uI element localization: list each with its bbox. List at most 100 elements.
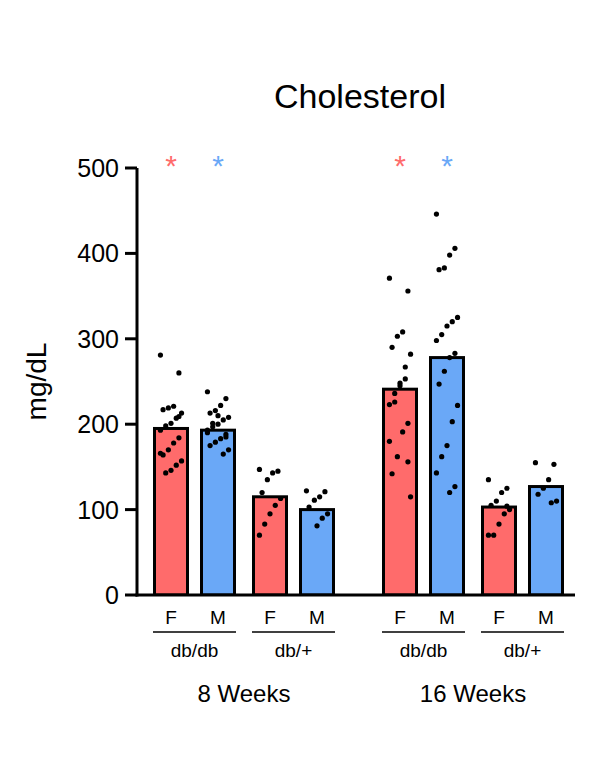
data-point (434, 212, 439, 217)
category-label: M (210, 607, 226, 628)
data-point (273, 503, 278, 508)
data-point (455, 315, 460, 320)
data-point (171, 440, 176, 445)
group-label: db/+ (275, 640, 313, 661)
y-tick-label: 300 (77, 325, 119, 353)
bar (301, 510, 334, 595)
data-point (160, 407, 165, 412)
data-point (213, 440, 218, 445)
significance-marker: * (441, 149, 453, 182)
data-point (267, 511, 272, 516)
category-label: F (493, 607, 505, 628)
data-point (218, 436, 223, 441)
y-tick-label: 100 (77, 496, 119, 524)
data-point (278, 496, 283, 501)
data-point (176, 435, 181, 440)
data-point (174, 463, 179, 468)
data-point (447, 253, 452, 258)
data-point (210, 421, 215, 426)
significance-marker: * (212, 149, 224, 182)
y-tick (125, 252, 137, 255)
data-point (387, 276, 392, 281)
y-tick-label: 500 (77, 154, 119, 182)
x-axis (136, 594, 576, 597)
data-point (207, 410, 212, 415)
data-point (455, 403, 460, 408)
y-tick (125, 167, 137, 170)
data-point (408, 352, 413, 357)
data-point (215, 413, 220, 418)
data-point (176, 370, 181, 375)
data-point (221, 417, 226, 422)
data-point (325, 511, 330, 516)
data-point (304, 488, 309, 493)
group-bracket (382, 631, 465, 633)
data-point (434, 338, 439, 343)
data-point (317, 494, 322, 499)
bar (202, 430, 235, 595)
y-axis-label: mg/dL (21, 343, 52, 421)
data-point (551, 462, 556, 467)
category-label: M (439, 607, 455, 628)
data-point (400, 329, 405, 334)
data-point (223, 434, 228, 439)
chart: Cholesterolmg/dL0100200300400500****FMFM… (0, 0, 600, 762)
data-point (488, 503, 493, 508)
data-point (496, 522, 501, 527)
timepoint-label: 16 Weeks (420, 680, 526, 707)
data-point (486, 477, 491, 482)
category-label: F (394, 607, 406, 628)
data-point (171, 404, 176, 409)
data-point (314, 523, 319, 528)
bar (431, 358, 464, 595)
data-point (218, 403, 223, 408)
data-point (213, 408, 218, 413)
data-point (439, 454, 444, 459)
data-point (265, 477, 270, 482)
data-point (207, 443, 212, 448)
data-point (452, 246, 457, 251)
group-bracket (153, 631, 236, 633)
category-label: F (264, 607, 276, 628)
data-point (436, 267, 441, 272)
data-point (389, 345, 394, 350)
group-label: db/+ (504, 640, 542, 661)
data-point (221, 451, 226, 456)
data-point (436, 381, 441, 386)
data-point (395, 334, 400, 339)
data-point (226, 415, 231, 420)
data-point (158, 352, 163, 357)
data-point (442, 369, 447, 374)
data-point (535, 492, 540, 497)
data-point (176, 414, 181, 419)
data-point (444, 443, 449, 448)
data-point (405, 288, 410, 293)
bar (483, 507, 516, 595)
data-point (554, 498, 559, 503)
data-point (408, 494, 413, 499)
bar (530, 487, 563, 595)
data-point (387, 402, 392, 407)
data-point (262, 522, 267, 527)
y-tick (125, 423, 137, 426)
data-point (163, 423, 168, 428)
data-point (439, 332, 444, 337)
data-point (306, 504, 311, 509)
y-tick (125, 594, 137, 597)
data-point (533, 460, 538, 465)
data-point (442, 265, 447, 270)
significance-marker: * (165, 149, 177, 182)
data-point (504, 504, 509, 509)
data-point (158, 428, 163, 433)
data-point (549, 500, 554, 505)
category-label: M (309, 607, 325, 628)
data-point (166, 405, 171, 410)
data-point (270, 470, 275, 475)
group-label: db/db (171, 640, 219, 661)
data-point (392, 399, 397, 404)
data-point (179, 458, 184, 463)
data-point (452, 351, 457, 356)
significance-marker: * (394, 149, 406, 182)
data-point (395, 454, 400, 459)
data-point (215, 422, 220, 427)
